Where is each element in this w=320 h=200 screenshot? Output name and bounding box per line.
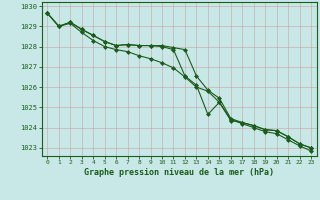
X-axis label: Graphe pression niveau de la mer (hPa): Graphe pression niveau de la mer (hPa) <box>84 168 274 177</box>
